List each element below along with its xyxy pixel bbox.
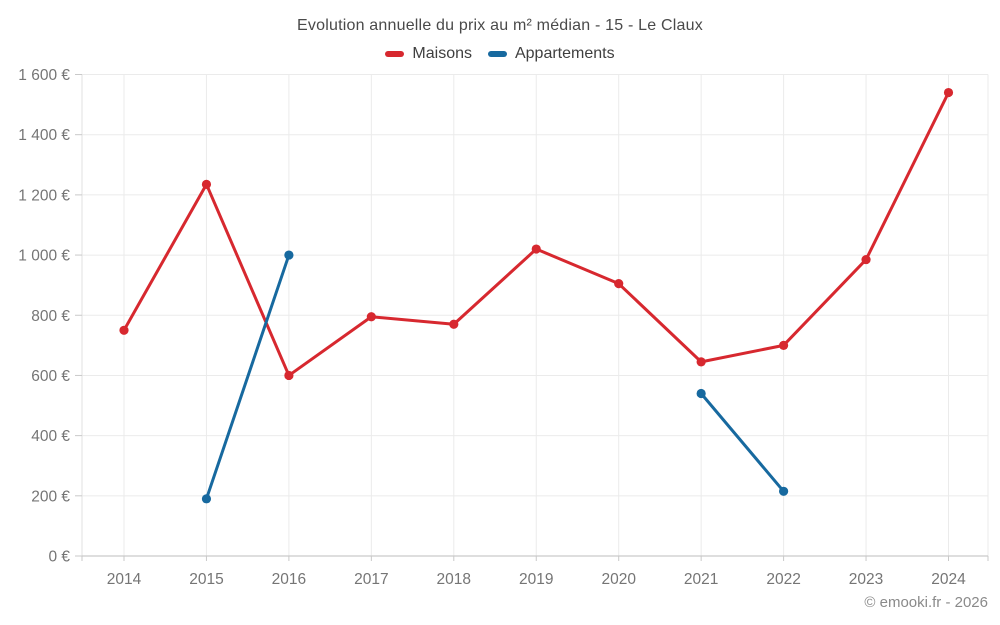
series-line <box>204 253 291 501</box>
data-point[interactable] <box>119 325 129 335</box>
y-tick-label: 1 400 € <box>18 127 70 144</box>
copyright-footer: © emooki.fr - 2026 <box>864 594 988 611</box>
data-point[interactable] <box>531 244 541 254</box>
y-tick-label: 0 € <box>48 549 70 566</box>
series-maisons <box>119 87 954 381</box>
data-point[interactable] <box>366 312 376 322</box>
legend-swatch-icon <box>487 51 507 57</box>
chart-title: Evolution annuelle du prix au m² médian … <box>297 17 703 34</box>
data-point[interactable] <box>201 179 212 189</box>
series-appartements <box>201 250 789 504</box>
legend-label: Maisons <box>412 45 472 62</box>
chart-legend: Maisons Appartements <box>0 45 1000 63</box>
x-tick-label: 2014 <box>107 571 142 588</box>
data-point[interactable] <box>449 319 459 329</box>
y-tick-label: 800 € <box>31 308 70 325</box>
data-point[interactable] <box>779 486 789 496</box>
x-tick-label: 2024 <box>931 571 966 588</box>
data-point[interactable] <box>696 388 706 399</box>
y-tick-label: 200 € <box>31 488 70 505</box>
y-tick-label: 600 € <box>31 368 70 385</box>
x-tick-label: 2018 <box>437 571 471 588</box>
x-tick-label: 2023 <box>849 571 883 588</box>
data-point[interactable] <box>943 87 954 98</box>
data-point[interactable] <box>284 370 294 381</box>
data-point[interactable] <box>696 357 706 367</box>
series-line <box>699 391 786 493</box>
x-tick-label: 2017 <box>354 571 388 588</box>
y-tick-label: 1 200 € <box>18 187 70 204</box>
data-point[interactable] <box>201 494 212 504</box>
x-tick-label: 2015 <box>189 571 223 588</box>
data-point[interactable] <box>614 279 624 289</box>
x-tick-label: 2022 <box>766 571 800 588</box>
legend-swatch-icon <box>385 51 405 57</box>
legend-item-maisons[interactable]: Maisons <box>385 45 472 63</box>
y-tick-label: 1 000 € <box>18 248 70 265</box>
legend-item-appartements[interactable]: Appartements <box>487 45 615 63</box>
x-tick-label: 2016 <box>272 571 306 588</box>
legend-label: Appartements <box>514 45 615 62</box>
data-point[interactable] <box>861 254 871 265</box>
data-point[interactable] <box>779 340 789 350</box>
data-point[interactable] <box>284 250 294 260</box>
y-tick-label: 1 600 € <box>18 67 70 84</box>
y-tick-label: 400 € <box>31 428 70 445</box>
x-tick-label: 2021 <box>684 571 718 588</box>
x-tick-label: 2020 <box>601 571 636 588</box>
x-tick-label: 2019 <box>519 571 553 588</box>
